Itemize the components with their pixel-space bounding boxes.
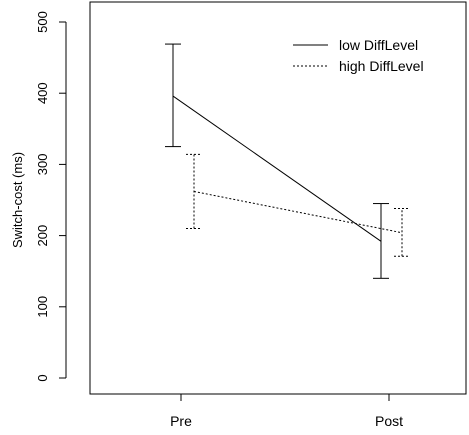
series-1-line <box>193 190 403 234</box>
series-1-errorbar-1 <box>394 208 410 257</box>
legend: low DiffLevel high DiffLevel <box>293 37 424 74</box>
series-0-errorbar-1 <box>373 203 389 279</box>
series-1 <box>186 153 410 257</box>
x-tick-label-1: Post <box>375 413 403 429</box>
series-1-errorbar-0 <box>186 153 202 229</box>
x-tick-label-0: Pre <box>170 413 192 429</box>
y-tick-label-4: 400 <box>35 82 50 104</box>
y-tick-label-3: 300 <box>35 154 50 176</box>
y-tick-label-1: 100 <box>35 296 50 318</box>
series-0 <box>165 43 389 279</box>
legend-label-1: high DiffLevel <box>339 58 424 74</box>
series-group <box>165 43 410 279</box>
series-0-errorbar-0 <box>165 43 181 148</box>
y-axis: 0 100 200 300 400 500 <box>35 11 67 382</box>
y-tick-label-2: 200 <box>35 225 50 247</box>
y-axis-label: Switch-cost (ms) <box>10 152 25 248</box>
x-axis: Pre Post <box>170 393 403 429</box>
y-tick-label-0: 0 <box>35 374 50 381</box>
legend-label-0: low DiffLevel <box>339 37 418 53</box>
y-tick-label-5: 500 <box>35 11 50 33</box>
series-0-line <box>172 95 382 242</box>
